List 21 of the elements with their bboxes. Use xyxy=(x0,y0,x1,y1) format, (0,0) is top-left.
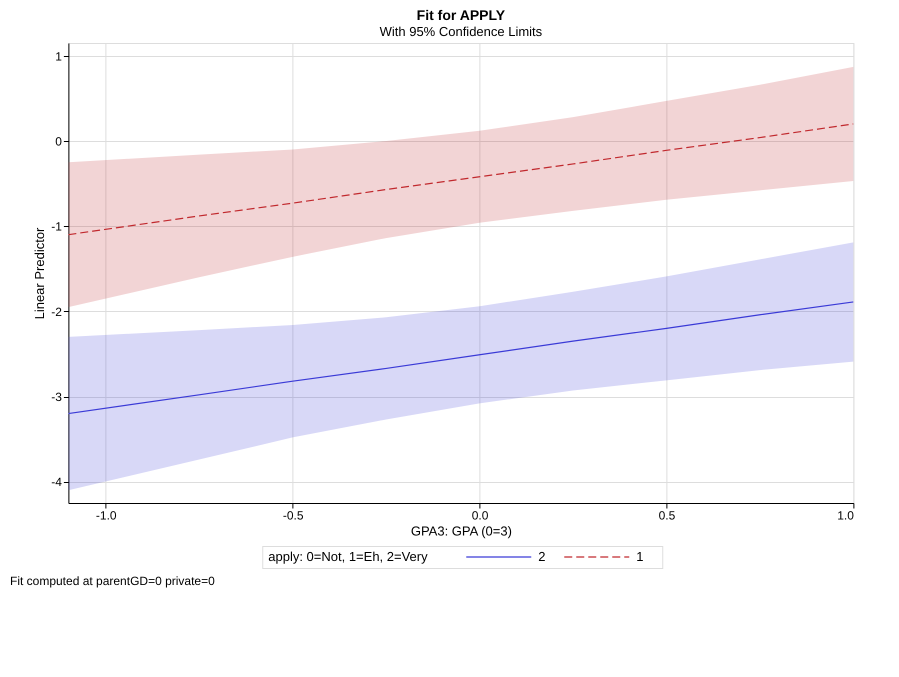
x-tick-label: 0.5 xyxy=(658,508,676,522)
x-tick-label: -0.5 xyxy=(282,508,304,522)
y-tick-label: -3 xyxy=(51,390,62,404)
line-series xyxy=(68,123,854,236)
x-tick-label: -1.0 xyxy=(96,508,117,522)
x-tick-label: 0.0 xyxy=(472,508,489,522)
chart-subtitle: With 95% Confidence Limits xyxy=(380,24,543,39)
y-tick-label: -4 xyxy=(51,475,62,490)
y-tick-label: 0 xyxy=(55,134,62,148)
line-series xyxy=(68,301,854,414)
y-axis-title: Linear Predictor xyxy=(32,226,48,320)
legend-title: apply: 0=Not, 1=Eh, 2=Very xyxy=(268,549,428,564)
legend-label: 1 xyxy=(636,549,644,564)
y-tick-label: 1 xyxy=(55,49,62,64)
legend-label: 2 xyxy=(538,549,546,564)
x-tick-label: 1.0 xyxy=(837,508,854,522)
chart-title: Fit for APPLY xyxy=(416,7,506,23)
y-tick-label: -1 xyxy=(51,220,62,234)
x-axis-title: GPA3: GPA (0=3) xyxy=(410,524,512,538)
text: Fit computed at parentGD=0 private=0 xyxy=(10,574,216,588)
y-tick-label: -2 xyxy=(51,304,62,319)
